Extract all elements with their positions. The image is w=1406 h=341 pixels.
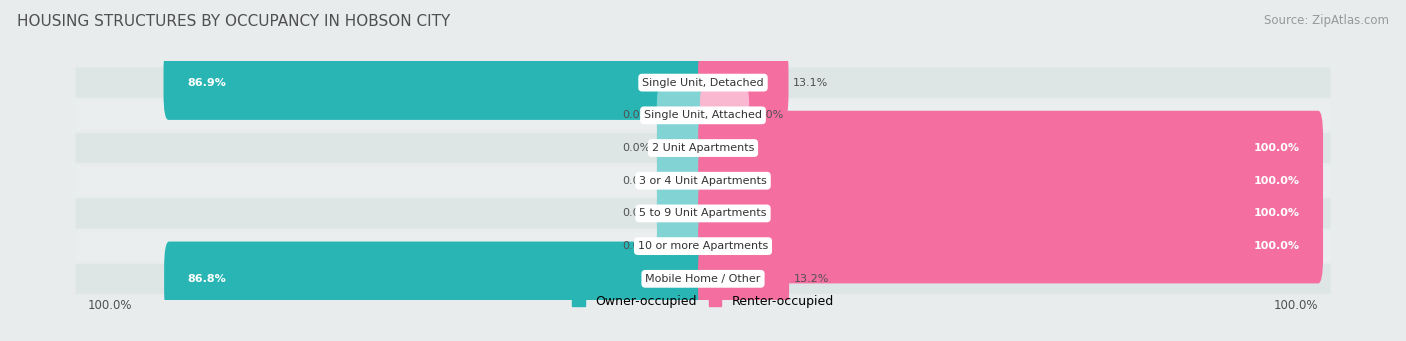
FancyBboxPatch shape — [657, 153, 706, 208]
Text: 0.0%: 0.0% — [623, 176, 651, 186]
FancyBboxPatch shape — [657, 121, 706, 176]
Text: 100.0%: 100.0% — [1274, 299, 1319, 312]
FancyBboxPatch shape — [163, 45, 707, 120]
FancyBboxPatch shape — [697, 45, 789, 120]
Text: 3 or 4 Unit Apartments: 3 or 4 Unit Apartments — [640, 176, 766, 186]
FancyBboxPatch shape — [76, 231, 1330, 261]
Text: Source: ZipAtlas.com: Source: ZipAtlas.com — [1264, 14, 1389, 27]
Text: 10 or more Apartments: 10 or more Apartments — [638, 241, 768, 251]
FancyBboxPatch shape — [76, 264, 1330, 294]
Text: 13.1%: 13.1% — [793, 78, 828, 88]
FancyBboxPatch shape — [697, 144, 1323, 218]
FancyBboxPatch shape — [76, 133, 1330, 163]
FancyBboxPatch shape — [697, 111, 1323, 185]
Text: 5 to 9 Unit Apartments: 5 to 9 Unit Apartments — [640, 208, 766, 219]
FancyBboxPatch shape — [700, 88, 749, 143]
Text: 86.9%: 86.9% — [187, 78, 226, 88]
FancyBboxPatch shape — [76, 166, 1330, 196]
FancyBboxPatch shape — [697, 209, 1323, 283]
Text: 86.8%: 86.8% — [187, 274, 226, 284]
Legend: Owner-occupied, Renter-occupied: Owner-occupied, Renter-occupied — [572, 295, 834, 308]
FancyBboxPatch shape — [657, 219, 706, 273]
Text: 13.2%: 13.2% — [793, 274, 828, 284]
FancyBboxPatch shape — [697, 241, 789, 316]
Text: 2 Unit Apartments: 2 Unit Apartments — [652, 143, 754, 153]
Text: 0.0%: 0.0% — [623, 143, 651, 153]
FancyBboxPatch shape — [76, 100, 1330, 130]
FancyBboxPatch shape — [76, 198, 1330, 228]
Text: 100.0%: 100.0% — [87, 299, 132, 312]
Text: 0.0%: 0.0% — [755, 110, 783, 120]
Text: 100.0%: 100.0% — [1254, 208, 1299, 219]
FancyBboxPatch shape — [165, 241, 707, 316]
Text: Single Unit, Detached: Single Unit, Detached — [643, 78, 763, 88]
Text: Mobile Home / Other: Mobile Home / Other — [645, 274, 761, 284]
Text: 100.0%: 100.0% — [1254, 143, 1299, 153]
FancyBboxPatch shape — [657, 186, 706, 241]
Text: 0.0%: 0.0% — [623, 110, 651, 120]
FancyBboxPatch shape — [657, 88, 706, 143]
Text: 0.0%: 0.0% — [623, 208, 651, 219]
FancyBboxPatch shape — [76, 68, 1330, 98]
Text: Single Unit, Attached: Single Unit, Attached — [644, 110, 762, 120]
Text: 100.0%: 100.0% — [1254, 241, 1299, 251]
Text: HOUSING STRUCTURES BY OCCUPANCY IN HOBSON CITY: HOUSING STRUCTURES BY OCCUPANCY IN HOBSO… — [17, 14, 450, 29]
Text: 100.0%: 100.0% — [1254, 176, 1299, 186]
Text: 0.0%: 0.0% — [623, 241, 651, 251]
FancyBboxPatch shape — [697, 176, 1323, 251]
